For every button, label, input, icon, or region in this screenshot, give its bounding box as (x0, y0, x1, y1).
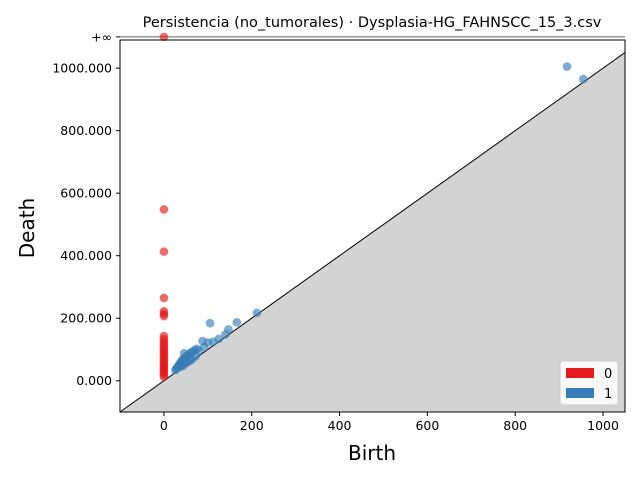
point-series-0 (159, 311, 169, 321)
point-series-1 (176, 362, 185, 372)
y-tick-label: 1000.000 (52, 61, 112, 76)
diagonal-line (120, 52, 625, 412)
point-series-1 (252, 308, 262, 318)
plot-frame (119, 39, 626, 413)
plot-area: 0 200 400 600 800 1000 0.000 200.000 400.000 600.… (52, 29, 626, 433)
point-series-0 (159, 205, 169, 214)
y-tick-label: 400.000 (60, 248, 112, 263)
point-series-1 (578, 74, 588, 84)
x-tick-label: 400 (328, 418, 352, 433)
series-0 (159, 32, 169, 381)
x-tick-label: 1000 (587, 418, 619, 433)
point-series-0 (159, 32, 169, 42)
legend-label-0: 0 (604, 367, 612, 382)
x-tick-label: 600 (415, 418, 439, 433)
point-series-1 (191, 352, 200, 361)
x-axis-label: Birth (348, 441, 396, 465)
point-series-0 (159, 293, 169, 303)
y-axis-label: Death (15, 198, 39, 258)
x-tick-label: 200 (240, 418, 264, 433)
series-1 (171, 62, 588, 375)
legend-label-1: 1 (604, 387, 612, 402)
y-tick-label: 800.000 (60, 123, 112, 138)
y-tick-label: 0.000 (76, 373, 112, 388)
point-series-1 (221, 330, 230, 339)
x-tick-label: 0 (160, 418, 168, 433)
point-series-1 (562, 62, 572, 71)
point-series-0 (159, 372, 169, 381)
y-tick-label: 200.000 (60, 311, 112, 326)
legend: 01 (559, 360, 619, 406)
infinity-tick-label: +∞ (91, 29, 112, 44)
point-series-1 (205, 318, 215, 328)
x-tick-label: 800 (503, 418, 527, 433)
point-series-1 (232, 317, 242, 327)
point-series-0 (159, 247, 169, 256)
y-tick-label: 600.000 (60, 186, 112, 201)
legend-swatch-1 (566, 388, 594, 398)
chart-title: Persistencia (no_tumorales) · Dysplasia-… (143, 15, 602, 31)
legend-swatch-0 (566, 368, 594, 378)
